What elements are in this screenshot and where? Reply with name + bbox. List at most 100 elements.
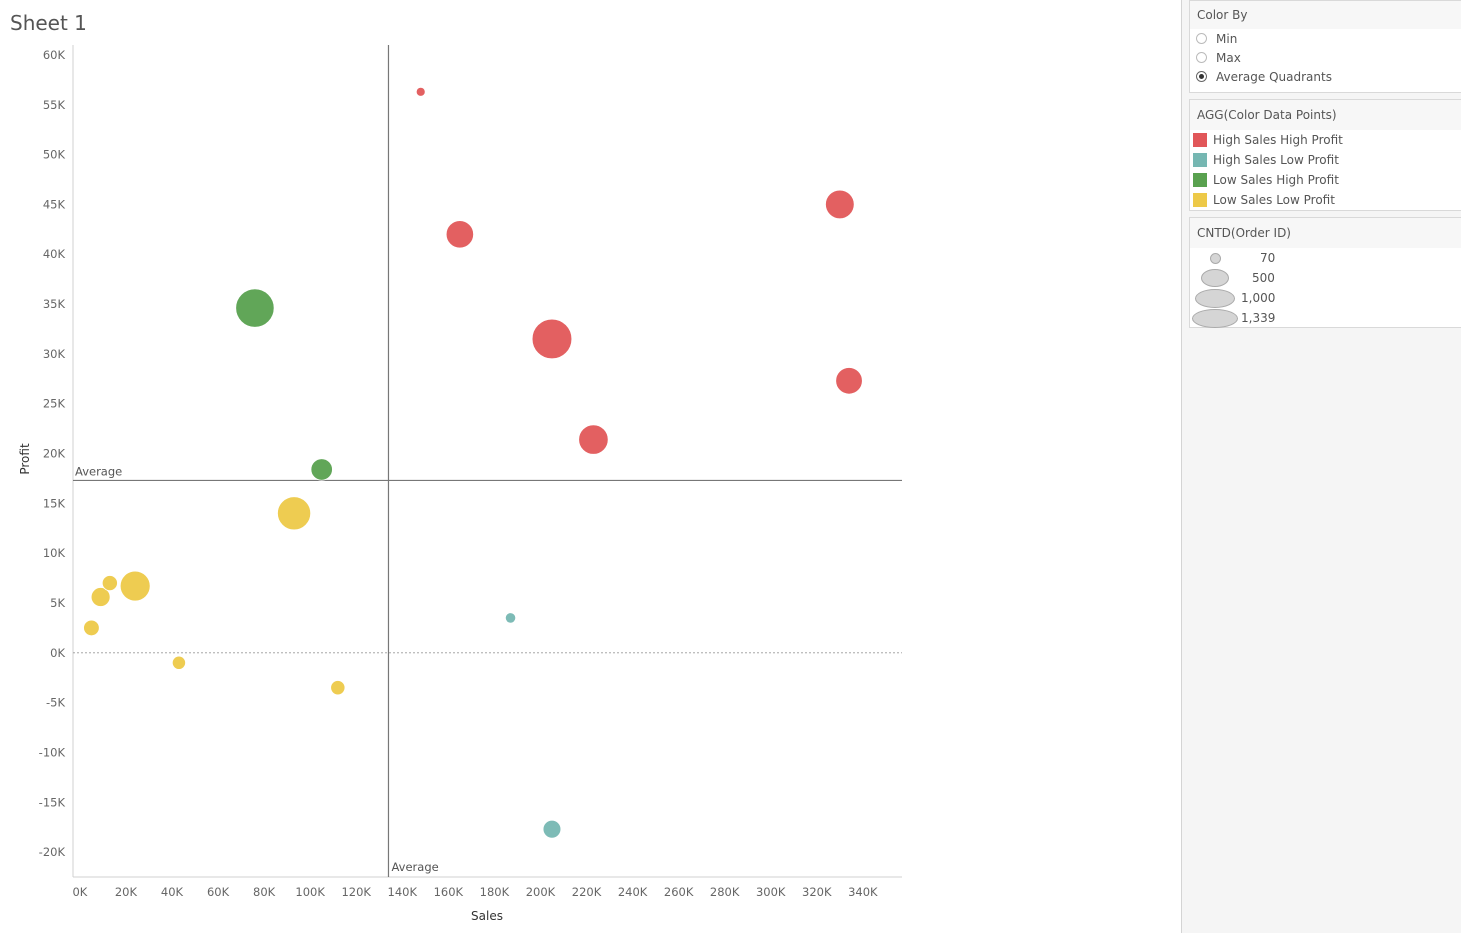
data-points: [83, 86, 863, 839]
x-tick-label: 20K: [115, 885, 138, 899]
y-tick-label: -15K: [39, 795, 66, 809]
data-point[interactable]: [277, 496, 312, 531]
y-tick-label: 25K: [43, 397, 66, 411]
size-legend-label: 500: [1252, 271, 1275, 285]
x-tick-label: 120K: [341, 885, 371, 899]
data-point[interactable]: [171, 655, 186, 670]
color-by-option-label: Min: [1216, 31, 1238, 46]
data-point[interactable]: [415, 86, 426, 97]
color-legend-item[interactable]: High Sales Low Profit: [1190, 150, 1461, 170]
size-legend-card: CNTD(Order ID) 70 500 1,000 1,339: [1189, 217, 1461, 328]
data-point[interactable]: [578, 424, 609, 455]
color-legend-title: AGG(Color Data Points): [1190, 100, 1461, 130]
size-shape: [1192, 309, 1238, 328]
data-point[interactable]: [310, 458, 333, 481]
x-tick-label: 60K: [207, 885, 230, 899]
x-tick-label: 100K: [295, 885, 325, 899]
data-point[interactable]: [542, 819, 562, 839]
reference-lines: Average Average: [73, 45, 902, 877]
x-tick-label: 80K: [253, 885, 276, 899]
color-legend-item[interactable]: Low Sales High Profit: [1190, 170, 1461, 190]
y-tick-label: 10K: [43, 546, 66, 560]
size-legend-item[interactable]: 70: [1190, 248, 1461, 268]
color-swatch: [1193, 193, 1207, 207]
data-point[interactable]: [835, 367, 863, 395]
size-legend-item[interactable]: 1,339: [1190, 308, 1461, 328]
data-point[interactable]: [101, 575, 118, 592]
y-tick-label: 55K: [43, 98, 66, 112]
data-point[interactable]: [825, 189, 855, 220]
size-shape: [1210, 253, 1221, 264]
color-legend-label: Low Sales High Profit: [1213, 173, 1339, 187]
color-by-option-label: Max: [1216, 50, 1241, 65]
y-tick-label: 15K: [43, 496, 66, 510]
size-legend-item[interactable]: 500: [1190, 268, 1461, 288]
y-tick-label: 20K: [43, 447, 66, 461]
scatter-plot: 60K 55K 50K 45K 40K 35K 30K 25K 20K 15K 10K 5K 0K -5K…: [18, 45, 902, 923]
x-tick-label: 0K: [72, 885, 87, 899]
x-axis-title: Sales: [471, 909, 503, 923]
radio-button[interactable]: [1196, 71, 1207, 82]
y-tick-label: -5K: [46, 696, 65, 710]
color-legend-item[interactable]: Low Sales Low Profit: [1190, 190, 1461, 210]
color-legend-item[interactable]: High Sales High Profit: [1190, 130, 1461, 150]
x-tick-label: 280K: [710, 885, 740, 899]
x-tick-label: 260K: [664, 885, 694, 899]
radio-button[interactable]: [1196, 33, 1207, 44]
data-point[interactable]: [235, 288, 275, 328]
color-legend-label: Low Sales Low Profit: [1213, 193, 1335, 207]
color-by-option[interactable]: Min: [1190, 29, 1461, 48]
x-tick-label: 240K: [618, 885, 648, 899]
radio-button[interactable]: [1196, 52, 1207, 63]
data-point[interactable]: [504, 612, 517, 624]
axes-layer: 60K 55K 50K 45K 40K 35K 30K 25K 20K 15K 10K 5K 0K -5K…: [39, 45, 902, 899]
size-shape: [1201, 269, 1229, 287]
size-legend-label: 1,339: [1241, 311, 1276, 325]
side-panel: Color By Min Max Average Quadrants AGG(Col…: [1181, 0, 1461, 933]
x-tick-label: 160K: [434, 885, 464, 899]
color-by-option[interactable]: Average Quadrants: [1190, 67, 1461, 86]
x-tick-label: 40K: [161, 885, 184, 899]
sales-average-label: Average: [391, 860, 438, 874]
y-tick-label: 0K: [50, 646, 65, 660]
y-tick-label: -20K: [39, 845, 66, 859]
x-tick-label: 300K: [756, 885, 786, 899]
size-legend-item[interactable]: 1,000: [1190, 288, 1461, 308]
size-legend-label: 70: [1260, 251, 1276, 265]
y-tick-label: 40K: [43, 247, 66, 261]
color-swatch: [1193, 153, 1207, 167]
data-point[interactable]: [90, 587, 111, 607]
color-by-card: Color By Min Max Average Quadrants: [1189, 0, 1461, 93]
size-legend-label: 1,000: [1241, 291, 1276, 305]
data-point[interactable]: [83, 619, 100, 637]
color-swatch: [1193, 133, 1207, 147]
x-tick-label: 340K: [848, 885, 878, 899]
data-point[interactable]: [330, 680, 346, 696]
sheet-title: Sheet 1: [10, 11, 87, 35]
color-by-option[interactable]: Max: [1190, 48, 1461, 67]
size-legend-title: CNTD(Order ID): [1190, 218, 1461, 248]
y-axis-title: Profit: [18, 443, 32, 475]
data-point[interactable]: [119, 570, 151, 602]
y-tick-label: -10K: [39, 745, 66, 759]
color-legend-card: AGG(Color Data Points) High Sales High P…: [1189, 99, 1461, 211]
y-tick-label: 60K: [43, 48, 66, 62]
x-tick-label: 320K: [802, 885, 832, 899]
color-by-options: Min Max Average Quadrants: [1190, 29, 1461, 86]
x-tick-label: 180K: [480, 885, 510, 899]
size-legend-items: 70 500 1,000 1,339: [1190, 248, 1461, 328]
data-point[interactable]: [445, 220, 474, 249]
y-tick-label: 45K: [43, 197, 66, 211]
x-tick-label: 220K: [572, 885, 602, 899]
profit-average-label: Average: [75, 464, 122, 478]
size-shape: [1195, 289, 1235, 308]
y-tick-label: 50K: [43, 148, 66, 162]
color-legend-items: High Sales High Profit High Sales Low Pro…: [1190, 130, 1461, 210]
y-tick-label: 30K: [43, 347, 66, 361]
color-by-option-label: Average Quadrants: [1216, 69, 1332, 84]
y-tick-label: 35K: [43, 297, 66, 311]
color-by-title: Color By: [1190, 1, 1461, 29]
color-legend-label: High Sales Low Profit: [1213, 153, 1339, 167]
data-point[interactable]: [531, 318, 573, 360]
color-legend-label: High Sales High Profit: [1213, 133, 1343, 147]
